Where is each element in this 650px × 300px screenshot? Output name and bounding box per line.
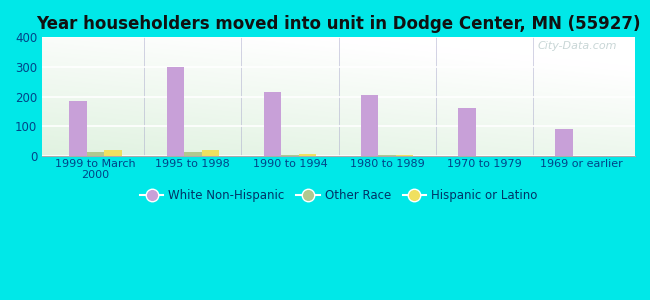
Bar [87,152,104,156]
Bar [281,155,299,156]
Bar [299,154,316,156]
Title: Year householders moved into unit in Dodge Center, MN (55927): Year householders moved into unit in Dod… [36,15,641,33]
Bar [555,129,573,156]
Bar [458,108,476,156]
Bar [361,94,378,156]
Bar [202,150,219,156]
Legend: White Non-Hispanic, Other Race, Hispanic or Latino: White Non-Hispanic, Other Race, Hispanic… [135,184,542,207]
Bar [70,101,87,156]
Bar [378,155,396,156]
Bar [184,152,202,156]
Bar [104,150,122,156]
Bar [396,154,413,156]
Bar [264,92,281,156]
Text: City-Data.com: City-Data.com [538,41,618,51]
Bar [166,67,184,156]
